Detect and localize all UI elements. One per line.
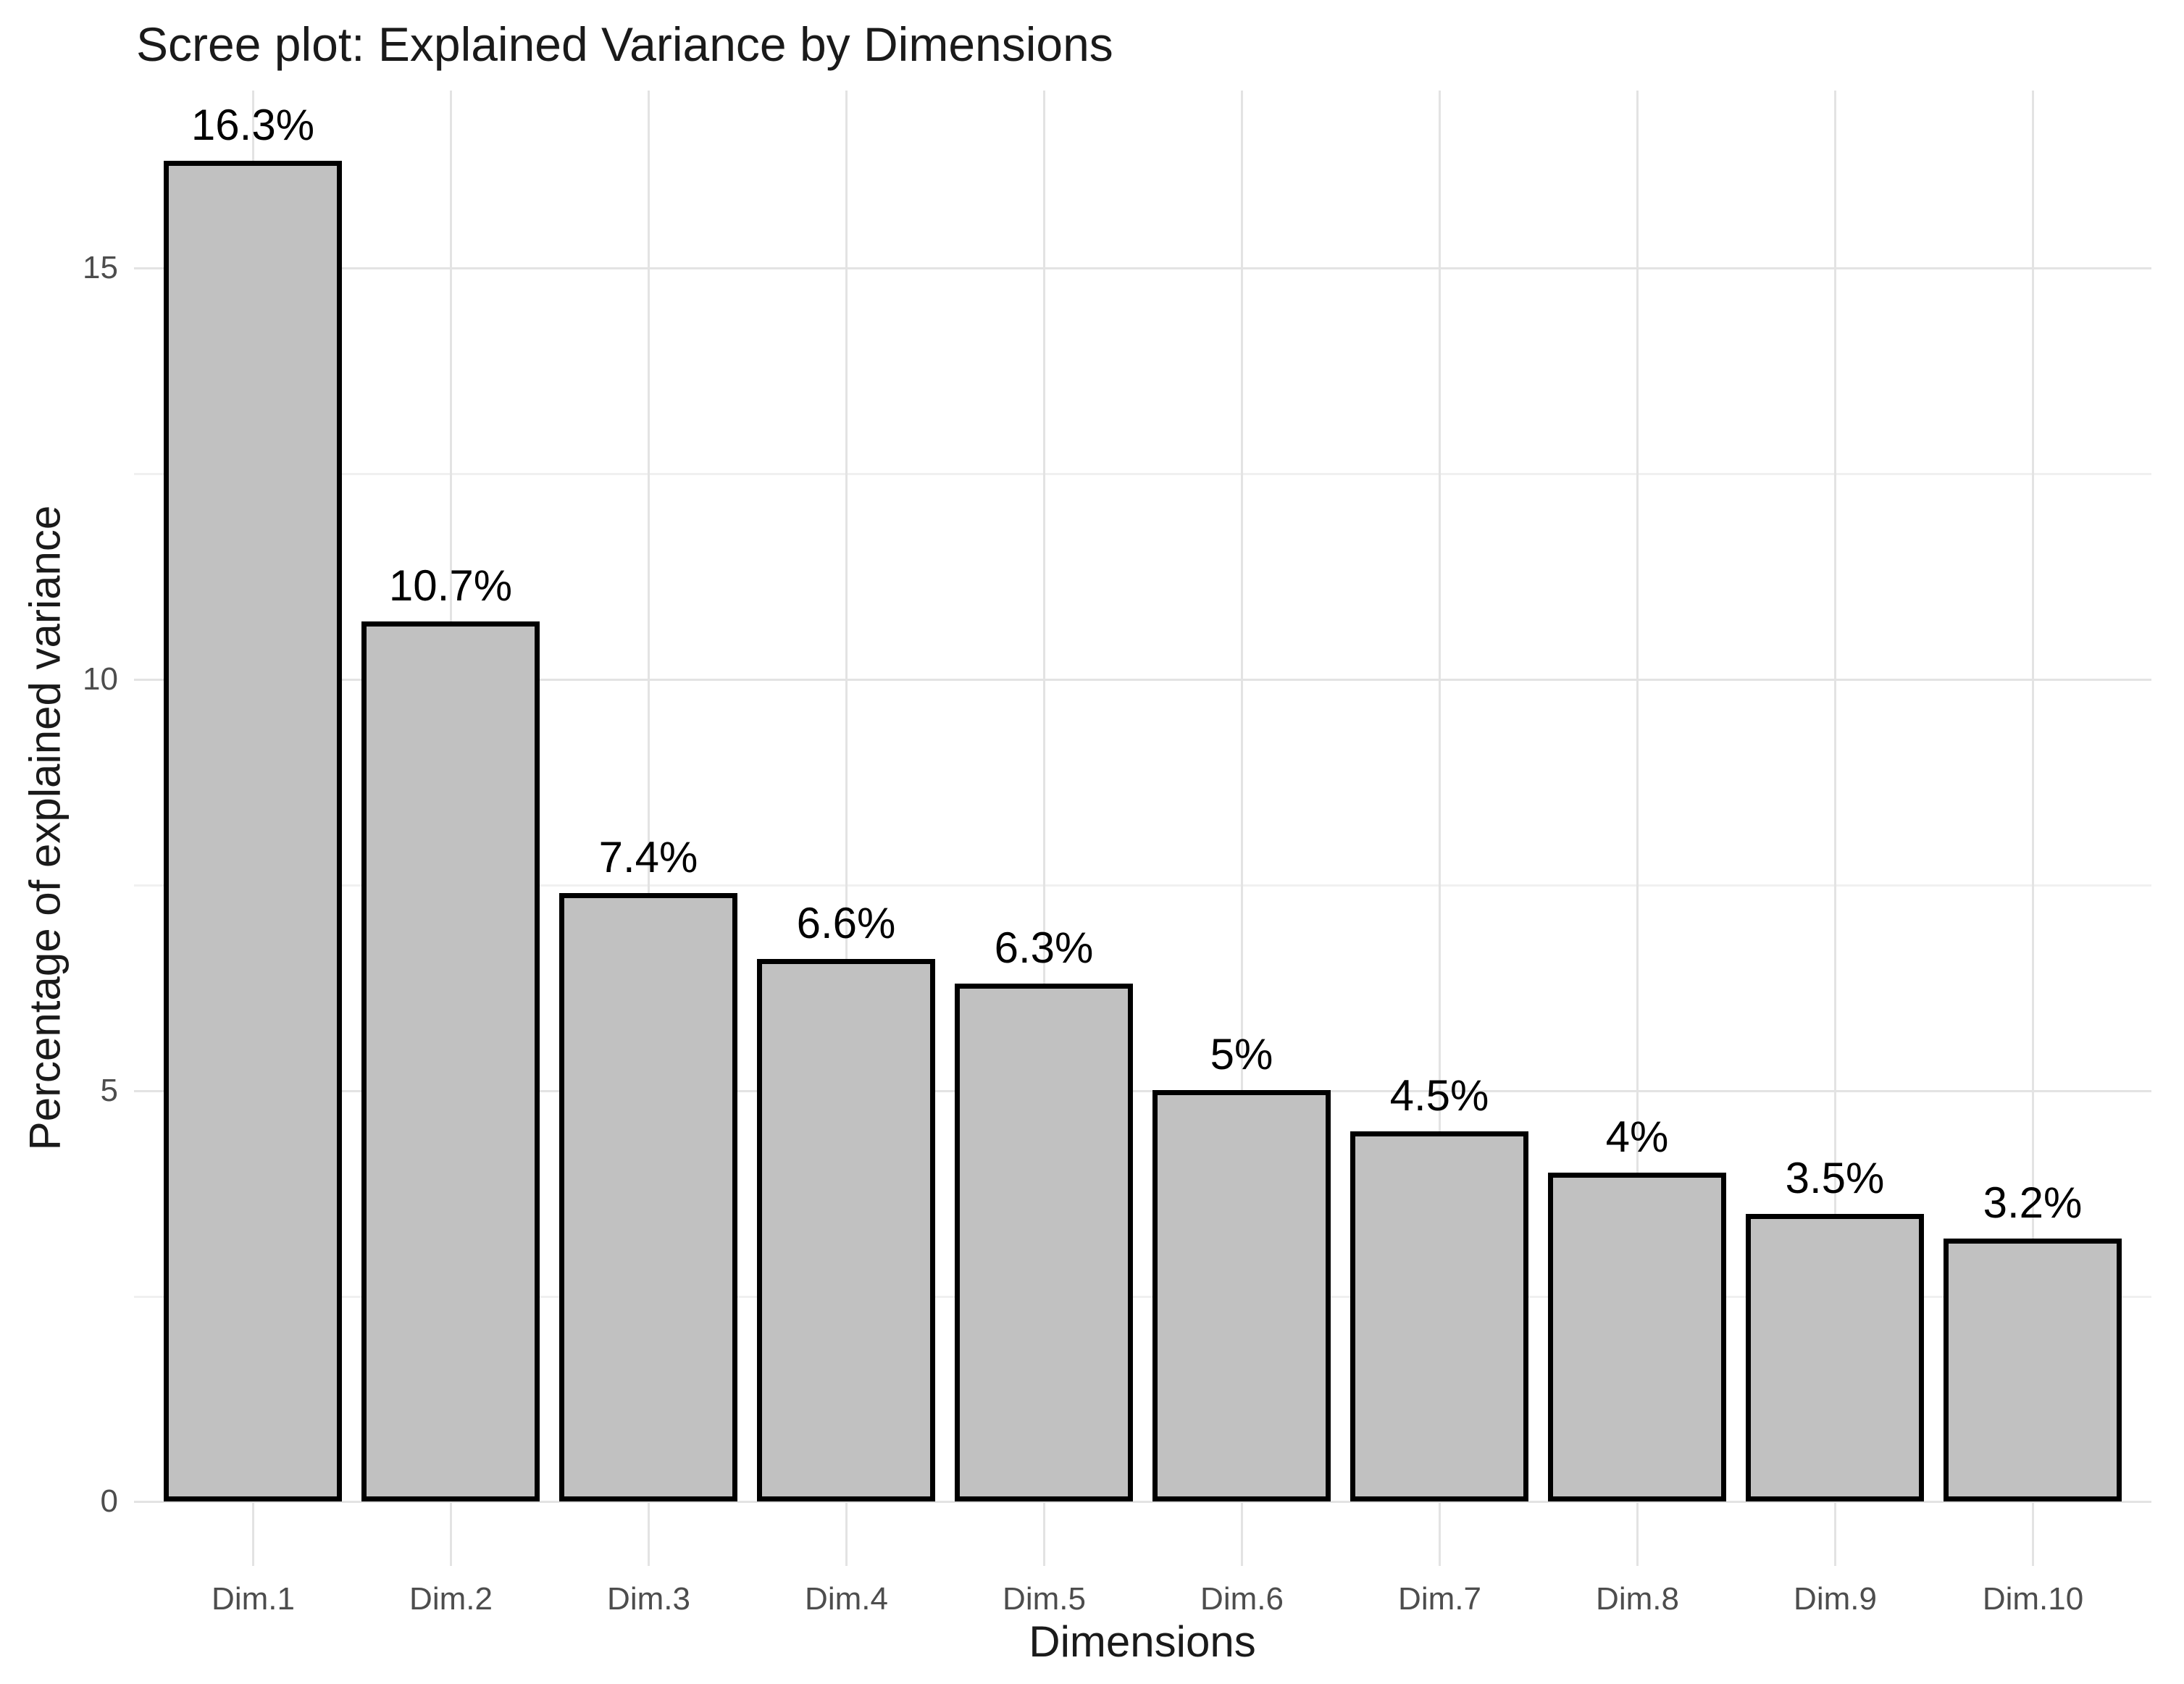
plot-panel: 16.3% 10.7% 7.4% 6.6% 6.3% 5% 4.5% 4% 3.5% 3.2% [134, 91, 2151, 1566]
bar [955, 984, 1133, 1501]
x-tick-label: Dim.9 [1794, 1581, 1877, 1617]
x-tick-label: Dim.4 [805, 1581, 888, 1617]
bar-value-label: 3.2% [1983, 1178, 2083, 1227]
category-gridline [1834, 91, 1836, 1566]
bar [164, 161, 342, 1501]
chart-title: Scree plot: Explained Variance by Dimens… [136, 17, 1113, 71]
x-tick-label: Dim.1 [212, 1581, 295, 1617]
category-gridline [2032, 91, 2034, 1566]
x-tick-label: Dim.7 [1398, 1581, 1481, 1617]
bar [1152, 1090, 1331, 1501]
bar [361, 621, 540, 1501]
category-gridline [1241, 91, 1243, 1566]
major-gridline [134, 679, 2151, 681]
x-tick-label: Dim.3 [607, 1581, 690, 1617]
bar [559, 893, 737, 1501]
bar-value-label: 5% [1210, 1030, 1273, 1078]
minor-gridline [134, 1296, 2151, 1298]
bar [1350, 1131, 1528, 1501]
category-gridline [1636, 91, 1639, 1566]
bar-value-label: 4.5% [1389, 1071, 1489, 1120]
category-gridline [648, 91, 650, 1566]
bar [1548, 1173, 1726, 1501]
x-tick-label: Dim.10 [1982, 1581, 2084, 1617]
bar-value-label: 3.5% [1785, 1154, 1885, 1202]
y-tick-label: 0 [100, 1483, 118, 1519]
bar-value-label: 4% [1605, 1113, 1669, 1161]
x-tick-label: Dim.5 [1003, 1581, 1086, 1617]
x-tick-label: Dim.2 [409, 1581, 493, 1617]
bar-value-label: 6.3% [994, 923, 1094, 972]
x-tick-label: Dim.6 [1200, 1581, 1284, 1617]
bar [1746, 1214, 1924, 1501]
bar-value-label: 10.7% [388, 561, 513, 610]
major-gridline [134, 267, 2151, 269]
bar-value-label: 7.4% [598, 833, 698, 881]
bar [1944, 1239, 2122, 1501]
bar-value-label: 6.6% [796, 899, 896, 947]
y-tick-label: 15 [83, 250, 118, 285]
minor-gridline [134, 884, 2151, 887]
y-tick-label: 10 [83, 661, 118, 697]
category-gridline [1439, 91, 1441, 1566]
y-axis-title: Percentage of explained variance [20, 505, 70, 1151]
bar [757, 959, 935, 1501]
y-tick-label: 5 [100, 1073, 118, 1108]
category-gridline [1043, 91, 1045, 1566]
x-tick-label: Dim.8 [1596, 1581, 1679, 1617]
x-axis-title: Dimensions [1029, 1617, 1256, 1666]
major-gridline [134, 1090, 2151, 1092]
minor-gridline [134, 473, 2151, 475]
category-gridline [845, 91, 848, 1566]
bar-value-label: 16.3% [191, 101, 315, 149]
major-gridline [134, 1501, 2151, 1503]
